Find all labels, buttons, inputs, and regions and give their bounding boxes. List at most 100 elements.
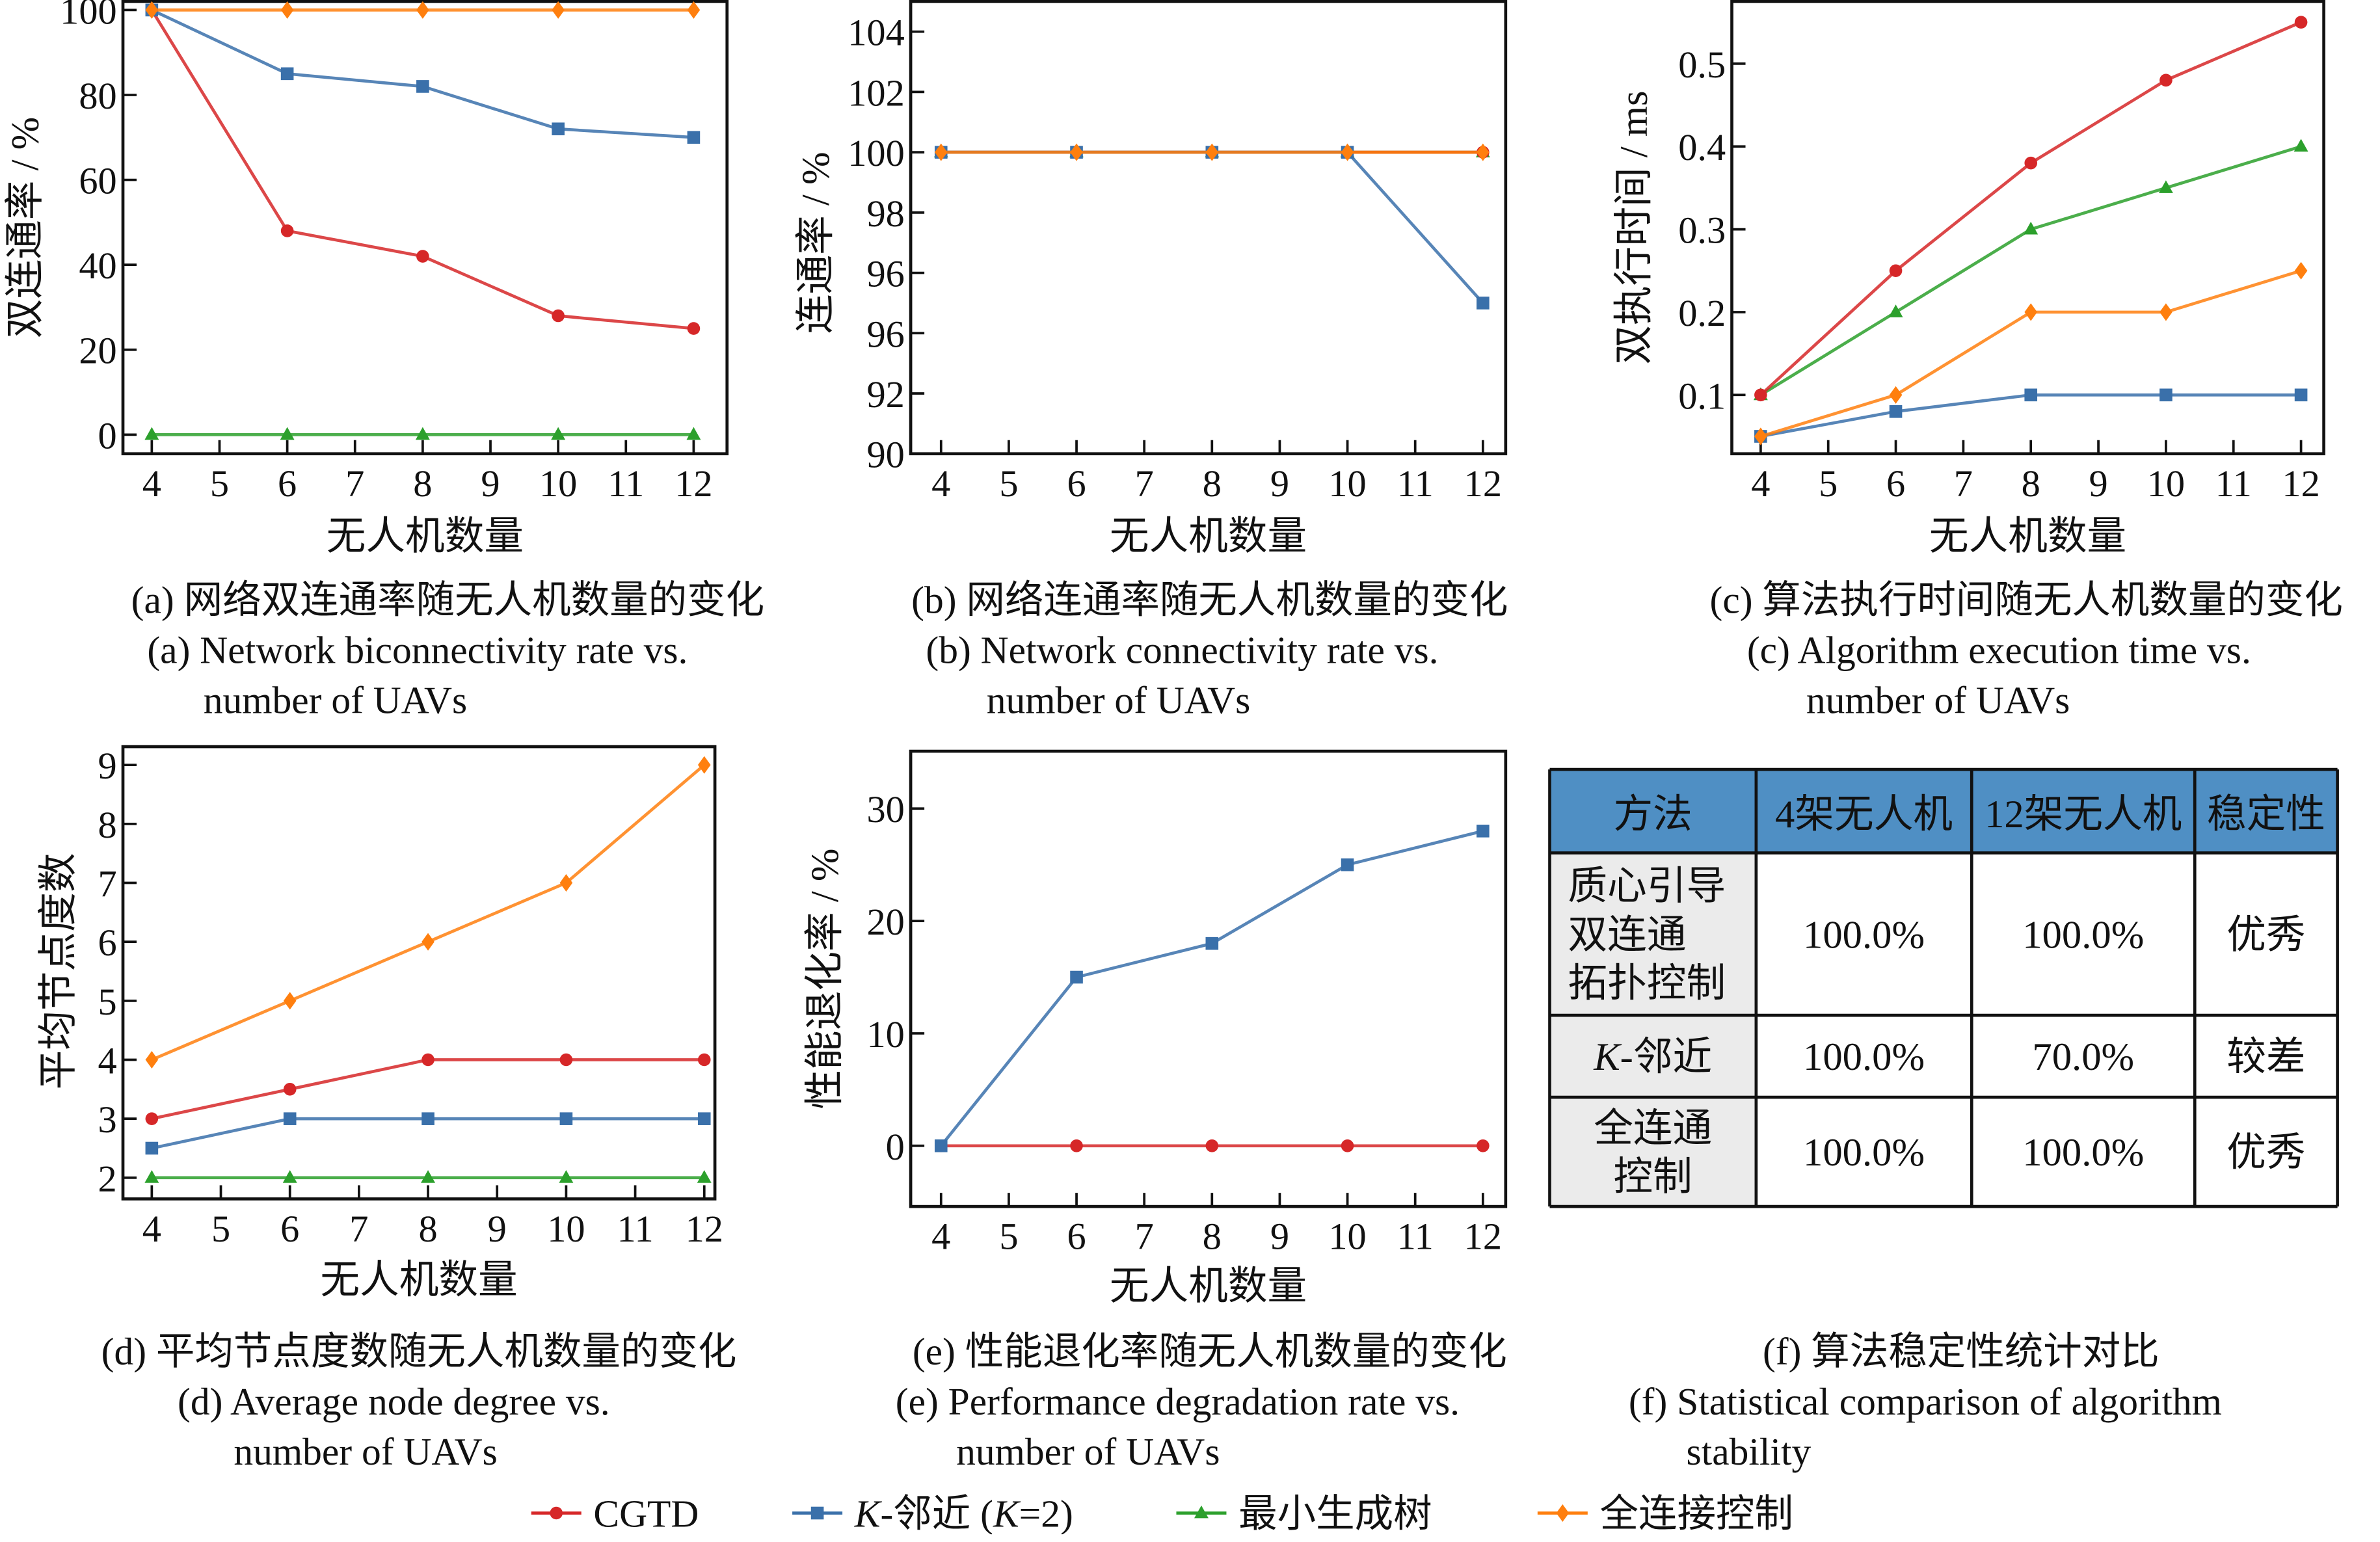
y-tick-label: 98 <box>866 193 904 235</box>
legend: CGTD K-邻近 (K=2) 最小生成树 全连接控制 <box>531 1493 1793 1535</box>
table-cell-n4: 100.0% <box>1803 913 1925 957</box>
caption-cn: (b) 网络连通率随无人机数量的变化 <box>911 579 1508 622</box>
series-line-cgtd <box>150 9 694 330</box>
y-tick-label: 0 <box>886 1126 905 1168</box>
x-tick-label: 10 <box>539 462 577 505</box>
data-point-full <box>552 1 565 19</box>
data-point-full <box>2159 303 2173 321</box>
series-cgtd <box>145 1053 711 1125</box>
data-point-cgtd <box>280 224 294 237</box>
y-tick-label: 96 <box>866 313 904 355</box>
x-tick-label: 7 <box>345 462 364 505</box>
x-tick-label: 8 <box>418 1208 437 1250</box>
legend-label-part: K <box>993 1493 1021 1535</box>
legend-label: K-邻近 (K=2) <box>854 1493 1073 1535</box>
legend-label-part: K <box>854 1493 883 1535</box>
data-point-knn <box>280 67 294 81</box>
y-tick-label: 0.2 <box>1678 292 1726 334</box>
table-method-cell: 拓扑控制 <box>1568 962 1726 1005</box>
x-tick-label: 9 <box>2089 462 2107 505</box>
data-point-full <box>2024 303 2038 321</box>
square-marker-icon <box>810 1506 824 1520</box>
x-tick-label: 6 <box>1067 462 1086 505</box>
data-point-knn <box>1205 937 1219 950</box>
y-tick-label: 6 <box>98 922 117 964</box>
table-cell-n12: 70.0% <box>2032 1035 2134 1079</box>
series-line-mst <box>1759 144 2302 397</box>
series-knn <box>934 146 1490 310</box>
data-point-mst <box>1888 304 1903 317</box>
x-tick-label: 7 <box>1135 462 1154 505</box>
diamond-marker-icon <box>1556 1504 1570 1522</box>
caption-en-line: (c) Algorithm execution time vs. <box>1747 629 2251 672</box>
data-point-knn <box>1889 405 1903 418</box>
table-cell-n12: 100.0% <box>2022 1131 2144 1175</box>
data-point-full <box>421 933 435 951</box>
legend-label: 最小生成树 <box>1238 1493 1432 1535</box>
data-point-mst <box>697 1170 712 1183</box>
data-point-cgtd <box>552 309 565 323</box>
data-point-mst <box>2158 180 2173 193</box>
triangle-marker-icon <box>1194 1505 1209 1519</box>
y-tick-label: 96 <box>866 253 904 295</box>
data-point-mst <box>280 427 295 440</box>
caption-en-line: (e) Performance degradation rate vs. <box>896 1380 1460 1423</box>
caption-cn: (d) 平均节点度数随无人机数量的变化 <box>101 1330 737 1373</box>
series-mst <box>144 427 701 440</box>
data-point-cgtd <box>421 1053 435 1067</box>
x-tick-label: 4 <box>142 462 161 505</box>
x-tick-label: 9 <box>1270 462 1289 505</box>
series-full <box>145 756 711 1069</box>
y-tick-label: 8 <box>98 804 117 846</box>
table-method-cell: K-邻近 <box>1593 1035 1712 1079</box>
y-axis-label: 双执行时间 / ms <box>1612 90 1656 364</box>
series-cgtd <box>145 3 701 335</box>
data-point-cgtd <box>1341 1139 1354 1152</box>
x-tick-label: 6 <box>278 462 297 505</box>
y-tick-label: 40 <box>79 245 116 287</box>
series-line-knn <box>151 8 694 139</box>
series-line-cgtd <box>151 1058 704 1121</box>
table-cell-stability: 优秀 <box>2226 1131 2305 1175</box>
data-point-full <box>416 1 429 19</box>
data-point-full <box>559 873 573 892</box>
series-knn <box>145 3 701 144</box>
x-tick-label: 4 <box>931 1215 950 1257</box>
y-tick-label: 2 <box>98 1158 117 1200</box>
y-tick-label: 0.1 <box>1678 375 1726 417</box>
table-header-cell: 稳定性 <box>2207 793 2325 836</box>
data-point-cgtd <box>1754 388 1767 402</box>
plot-frame <box>121 745 717 1201</box>
y-tick-label: 0.3 <box>1678 209 1726 252</box>
table-header-bg <box>1549 769 2338 853</box>
data-point-full <box>283 992 297 1010</box>
data-point-cgtd <box>687 322 701 335</box>
data-point-knn <box>687 131 701 144</box>
x-tick-label: 5 <box>999 462 1018 505</box>
data-point-knn <box>2024 388 2038 402</box>
data-point-mst <box>559 1170 574 1183</box>
data-point-mst <box>2293 139 2308 152</box>
data-point-knn <box>552 122 565 136</box>
data-point-cgtd <box>283 1083 297 1096</box>
y-tick-label: 0.4 <box>1678 126 1726 168</box>
x-tick-label: 5 <box>999 1215 1018 1257</box>
caption-en-line: number of UAVs <box>987 679 1250 722</box>
y-tick-label: 4 <box>98 1040 117 1082</box>
data-point-full <box>1477 143 1490 161</box>
data-point-cgtd <box>559 1053 573 1067</box>
data-point-cgtd <box>2159 73 2173 87</box>
y-tick-label: 104 <box>848 12 905 54</box>
data-point-cgtd <box>2024 156 2038 170</box>
x-tick-label: 6 <box>1067 1215 1086 1257</box>
series-line-full <box>1760 269 2302 438</box>
y-tick-label: 30 <box>866 788 904 831</box>
data-point-cgtd <box>1205 1139 1219 1152</box>
data-point-full <box>2294 261 2308 280</box>
legend-label: CGTD <box>593 1493 699 1535</box>
data-point-knn <box>1477 825 1490 838</box>
data-point-full <box>1205 143 1219 161</box>
